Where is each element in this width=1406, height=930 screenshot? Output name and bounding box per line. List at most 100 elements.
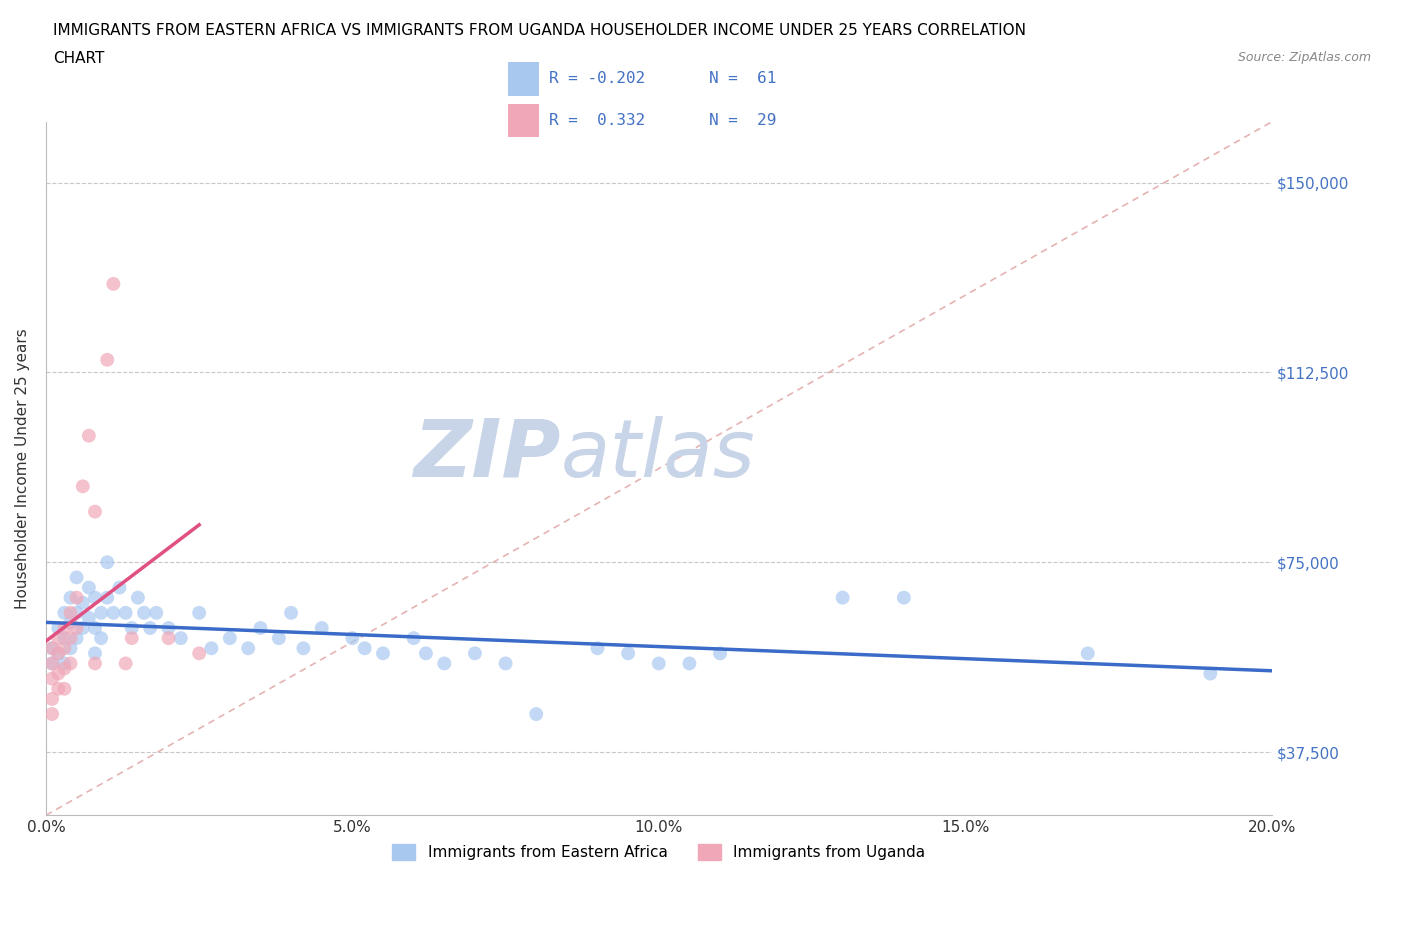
- Point: [53, 631, 76, 645]
- Point: [415, 646, 437, 661]
- Point: [218, 631, 240, 645]
- Point: [41, 641, 63, 656]
- Point: [121, 631, 143, 645]
- Point: [188, 605, 211, 620]
- Point: [157, 620, 180, 635]
- Point: [77, 429, 100, 444]
- Point: [41, 656, 63, 671]
- Point: [170, 631, 193, 645]
- Point: [249, 620, 271, 635]
- Text: Source: ZipAtlas.com: Source: ZipAtlas.com: [1237, 51, 1371, 64]
- Point: [280, 605, 302, 620]
- Point: [586, 641, 609, 656]
- Point: [65, 620, 87, 635]
- Point: [59, 591, 82, 605]
- Point: [65, 570, 87, 585]
- Point: [41, 671, 63, 686]
- Point: [292, 641, 315, 656]
- Point: [371, 646, 394, 661]
- Point: [53, 656, 76, 671]
- Text: IMMIGRANTS FROM EASTERN AFRICA VS IMMIGRANTS FROM UGANDA HOUSEHOLDER INCOME UNDE: IMMIGRANTS FROM EASTERN AFRICA VS IMMIGR…: [53, 23, 1026, 38]
- Point: [65, 591, 87, 605]
- Y-axis label: Householder Income Under 25 years: Householder Income Under 25 years: [15, 328, 30, 609]
- Point: [433, 656, 456, 671]
- Text: CHART: CHART: [53, 51, 105, 66]
- Point: [145, 605, 167, 620]
- Point: [72, 479, 94, 494]
- Point: [90, 605, 112, 620]
- Point: [46, 682, 69, 697]
- Point: [41, 656, 63, 671]
- FancyBboxPatch shape: [509, 103, 540, 137]
- Text: N =  61: N = 61: [710, 72, 778, 86]
- Point: [103, 276, 125, 291]
- Point: [139, 620, 162, 635]
- Point: [46, 646, 69, 661]
- Point: [648, 656, 671, 671]
- Point: [46, 620, 69, 635]
- Point: [893, 591, 915, 605]
- Point: [96, 591, 118, 605]
- Point: [65, 605, 87, 620]
- Text: R =  0.332: R = 0.332: [548, 113, 645, 127]
- Text: R = -0.202: R = -0.202: [548, 72, 645, 86]
- Point: [114, 656, 136, 671]
- Point: [65, 631, 87, 645]
- Point: [77, 610, 100, 625]
- Point: [114, 605, 136, 620]
- Point: [709, 646, 731, 661]
- Point: [121, 620, 143, 635]
- Point: [84, 656, 107, 671]
- Point: [132, 605, 155, 620]
- Point: [84, 504, 107, 519]
- Point: [617, 646, 640, 661]
- Point: [157, 631, 180, 645]
- Point: [84, 591, 107, 605]
- Point: [84, 646, 107, 661]
- Point: [342, 631, 364, 645]
- Legend: Immigrants from Eastern Africa, Immigrants from Uganda: Immigrants from Eastern Africa, Immigran…: [387, 838, 931, 867]
- Point: [72, 595, 94, 610]
- Text: N =  29: N = 29: [710, 113, 778, 127]
- Point: [72, 620, 94, 635]
- Point: [53, 682, 76, 697]
- Point: [96, 352, 118, 367]
- Point: [46, 631, 69, 645]
- Point: [402, 631, 425, 645]
- Point: [831, 591, 853, 605]
- Point: [353, 641, 375, 656]
- Point: [238, 641, 260, 656]
- Point: [53, 641, 76, 656]
- Point: [41, 707, 63, 722]
- Point: [53, 661, 76, 676]
- Point: [53, 605, 76, 620]
- Point: [311, 620, 333, 635]
- Point: [59, 616, 82, 631]
- Point: [96, 555, 118, 570]
- Point: [678, 656, 700, 671]
- Point: [524, 707, 547, 722]
- Point: [59, 656, 82, 671]
- Point: [103, 605, 125, 620]
- Point: [200, 641, 222, 656]
- Point: [1199, 666, 1222, 681]
- Point: [90, 631, 112, 645]
- Point: [41, 641, 63, 656]
- Point: [84, 620, 107, 635]
- Point: [59, 631, 82, 645]
- FancyBboxPatch shape: [509, 62, 540, 96]
- Text: atlas: atlas: [561, 416, 755, 494]
- Point: [77, 580, 100, 595]
- Point: [46, 646, 69, 661]
- Point: [59, 641, 82, 656]
- Point: [464, 646, 486, 661]
- Point: [41, 691, 63, 706]
- Point: [46, 666, 69, 681]
- Point: [1077, 646, 1099, 661]
- Point: [127, 591, 149, 605]
- Point: [59, 605, 82, 620]
- Point: [188, 646, 211, 661]
- Point: [108, 580, 131, 595]
- Point: [495, 656, 517, 671]
- Text: ZIP: ZIP: [413, 416, 561, 494]
